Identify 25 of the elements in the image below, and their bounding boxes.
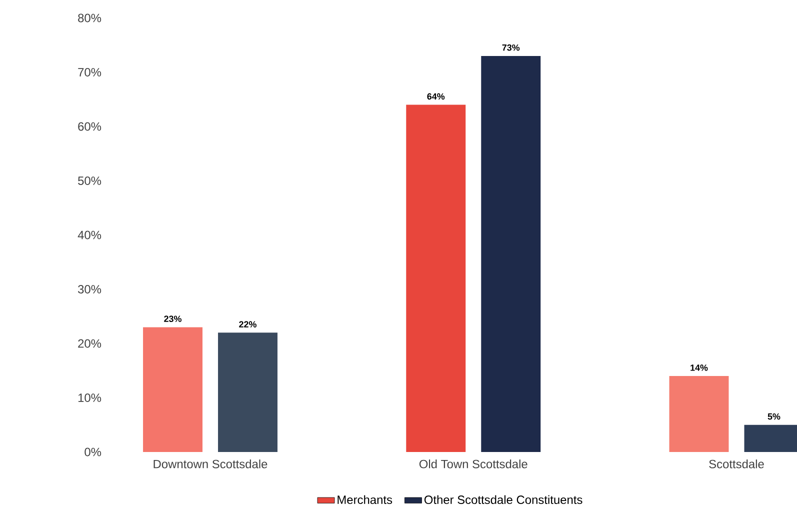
data-label: 73% [502,44,520,51]
bar [218,332,278,452]
x-tick-label: Downtown Scottsdale [154,460,268,468]
y-tick-label: 80% [78,14,102,22]
x-tick-label: Old Town Scottsdale [419,460,528,468]
bar [143,327,202,452]
data-label: 14% [690,364,708,371]
legend-label: Merchants [338,495,392,504]
data-label: 22% [239,321,256,328]
y-tick-label: 70% [78,68,102,76]
y-tick-label: 20% [78,339,102,348]
data-label: 23% [164,316,182,322]
y-tick-label: 60% [78,122,102,131]
y-tick-label: 0% [84,448,102,456]
y-tick-label: 10% [78,394,102,402]
data-label: 64% [427,93,445,100]
data-label: 5% [768,413,780,420]
bar [481,56,541,452]
legend-label: Other Scottsdale Constituents [424,495,582,504]
bar [669,376,729,452]
x-tick-label: Scottsdale [709,460,764,468]
bar [406,104,466,452]
y-tick-label: 40% [78,230,102,240]
y-tick-label: 50% [78,176,102,185]
y-tick-label: 30% [78,285,102,294]
